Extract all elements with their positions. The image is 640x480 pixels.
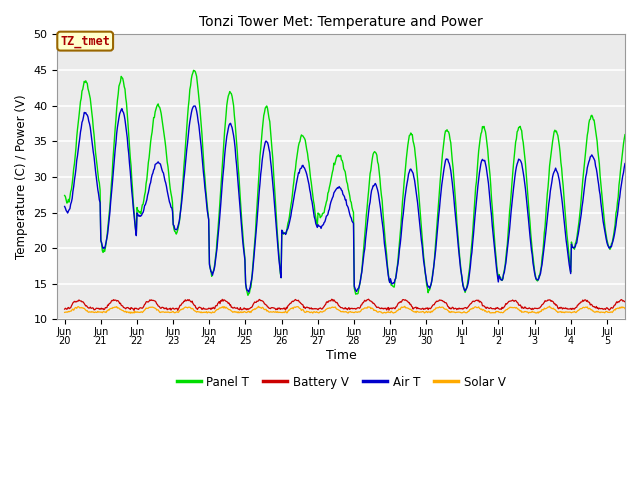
Air T — [621, 161, 629, 167]
Battery V — [478, 300, 486, 306]
Panel T — [301, 137, 309, 143]
Battery V — [365, 296, 372, 302]
Battery V — [130, 308, 138, 313]
Panel T — [190, 67, 198, 73]
Air T — [464, 280, 472, 286]
Solar V — [463, 310, 471, 315]
Battery V — [61, 306, 68, 312]
Solar V — [63, 309, 71, 315]
Solar V — [621, 306, 629, 312]
Panel T — [464, 276, 472, 282]
Battery V — [621, 299, 629, 305]
Solar V — [301, 309, 308, 315]
Air T — [191, 103, 199, 109]
Line: Air T: Air T — [65, 106, 625, 292]
Air T — [478, 158, 486, 164]
Air T — [61, 204, 68, 209]
Text: TZ_tmet: TZ_tmet — [60, 35, 110, 48]
Panel T — [244, 292, 252, 298]
Air T — [140, 210, 147, 216]
Y-axis label: Temperature (C) / Power (V): Temperature (C) / Power (V) — [15, 95, 28, 259]
Solar V — [127, 311, 134, 316]
Air T — [323, 213, 330, 219]
Solar V — [61, 310, 68, 315]
Battery V — [63, 306, 71, 312]
Panel T — [323, 199, 330, 205]
Solar V — [477, 307, 484, 312]
Line: Battery V: Battery V — [65, 299, 625, 311]
Battery V — [464, 304, 472, 310]
Line: Solar V: Solar V — [65, 306, 625, 313]
Solar V — [322, 307, 330, 312]
Solar V — [140, 308, 148, 314]
Title: Tonzi Tower Met: Temperature and Power: Tonzi Tower Met: Temperature and Power — [199, 15, 483, 29]
Line: Panel T: Panel T — [65, 70, 625, 295]
Panel T — [63, 200, 71, 206]
Panel T — [140, 202, 147, 207]
Panel T — [621, 132, 629, 138]
Panel T — [61, 192, 68, 198]
Air T — [245, 289, 253, 295]
Panel T — [478, 129, 486, 135]
Legend: Panel T, Battery V, Air T, Solar V: Panel T, Battery V, Air T, Solar V — [172, 371, 510, 393]
Battery V — [322, 301, 330, 307]
Air T — [301, 167, 309, 173]
Battery V — [301, 304, 308, 310]
Battery V — [140, 303, 148, 309]
Solar V — [546, 303, 554, 309]
Air T — [63, 209, 71, 215]
X-axis label: Time: Time — [326, 349, 356, 362]
